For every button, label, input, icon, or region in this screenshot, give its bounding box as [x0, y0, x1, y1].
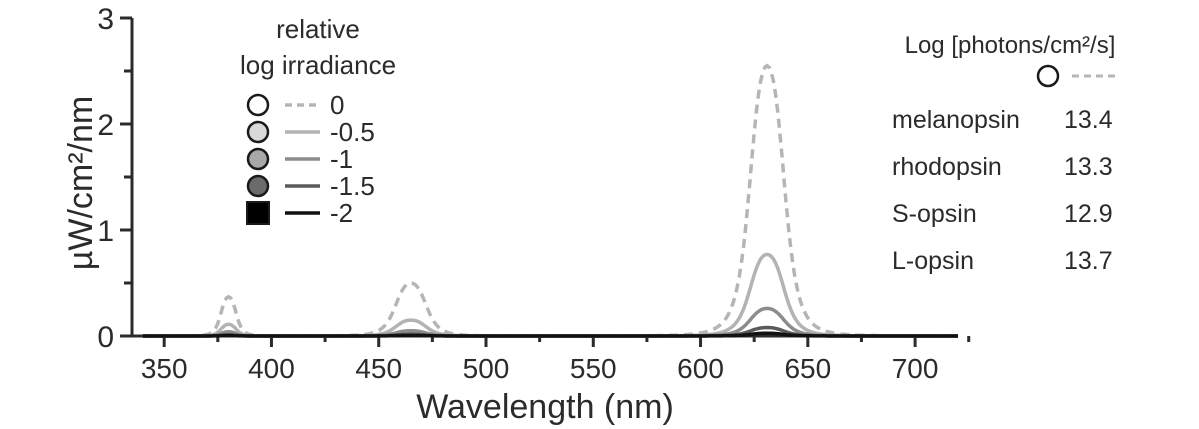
x-tick-label: 550	[570, 353, 617, 384]
table-circle-marker	[1036, 64, 1060, 88]
y-tick-label: 2	[97, 109, 114, 142]
axis-ticks	[120, 16, 971, 347]
y-axis-label: µW/cm²/nm	[62, 96, 100, 270]
legend-title-line1: relative	[276, 14, 360, 44]
table-rows: melanopsin 13.4 rhodopsin 13.3 S-opsin 12.9 L-…	[892, 106, 1113, 275]
table-row-value: 13.3	[1064, 153, 1113, 181]
table-row-label: L-opsin	[892, 247, 974, 275]
legend-marker-circle	[246, 174, 270, 198]
table-title: Log [photons/cm²/s]	[905, 32, 1116, 59]
photon-table: Log [photons/cm²/s] melanopsin 13.4 rhodop…	[892, 32, 1118, 275]
series-curves	[142, 63, 958, 338]
series-line--1	[142, 306, 958, 338]
table-row-value: 12.9	[1064, 200, 1113, 228]
table-row-value: 13.4	[1064, 106, 1113, 134]
x-tick-label: 600	[677, 353, 724, 384]
legend-entries: 0-0.5-1-1.5-2	[246, 90, 375, 228]
y-tick-labels: 0 1 2 3	[97, 3, 114, 354]
table-row-label: S-opsin	[892, 200, 977, 228]
x-tick-labels: 350 400 450 500 550 600 650 700	[141, 353, 939, 384]
y-tick-label: 3	[97, 3, 114, 36]
legend-marker-circle	[246, 93, 270, 117]
x-tick-label: 700	[892, 353, 939, 384]
y-tick-label: 0	[97, 321, 114, 354]
legend: relative log irradiance 0-0.5-1-1.5-2	[240, 14, 396, 228]
legend-title-line2: log irradiance	[240, 50, 396, 80]
legend-marker-circle	[246, 120, 270, 144]
x-tick-label: 450	[355, 353, 402, 384]
series-line--2	[142, 331, 958, 338]
legend-marker-circle	[246, 147, 270, 171]
x-tick-label: 400	[248, 353, 295, 384]
y-tick-label: 1	[97, 215, 114, 248]
legend-marker-square	[246, 201, 270, 225]
x-tick-label: 500	[463, 353, 510, 384]
table-row-label: rhodopsin	[892, 153, 1002, 181]
x-tick-label: 350	[141, 353, 188, 384]
legend-label: -0.5	[330, 117, 375, 147]
legend-label: -1.5	[330, 171, 375, 201]
legend-label: -1	[330, 144, 353, 174]
x-axis-label: Wavelength (nm)	[416, 388, 674, 426]
table-row-value: 13.7	[1064, 247, 1113, 275]
table-row-label: melanopsin	[892, 106, 1020, 134]
x-tick-label: 650	[784, 353, 831, 384]
series-line--0.5	[142, 252, 958, 338]
legend-label: 0	[330, 90, 344, 120]
legend-label: -2	[330, 198, 353, 228]
